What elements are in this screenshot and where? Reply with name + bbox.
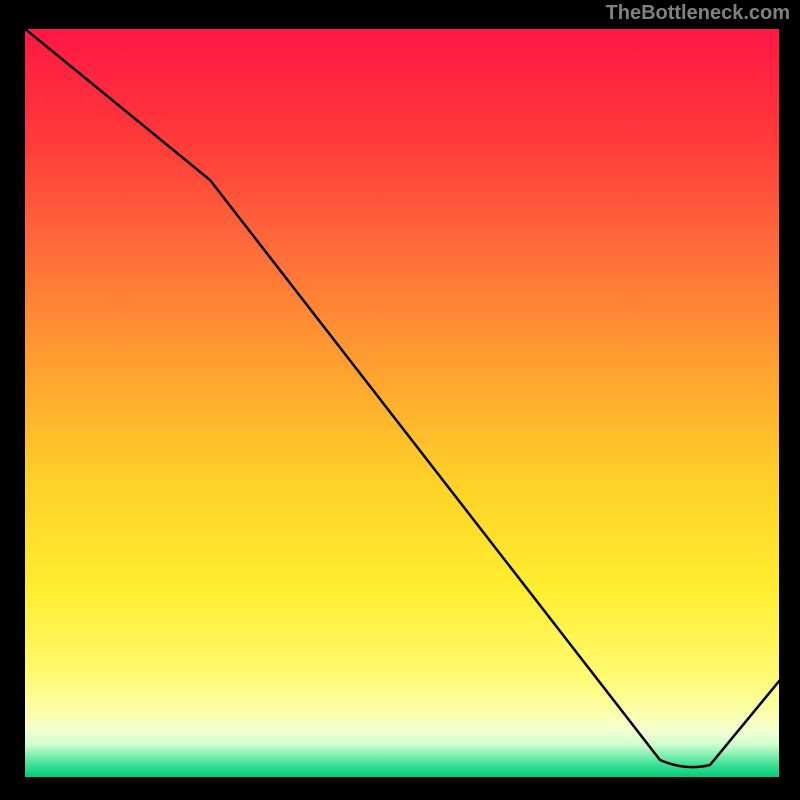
watermark: TheBottleneck.com — [606, 2, 790, 25]
plot-area — [24, 28, 780, 778]
chart-svg — [0, 0, 800, 800]
chart-container: { "watermark": { "text": "TheBottleneck.… — [0, 0, 800, 800]
